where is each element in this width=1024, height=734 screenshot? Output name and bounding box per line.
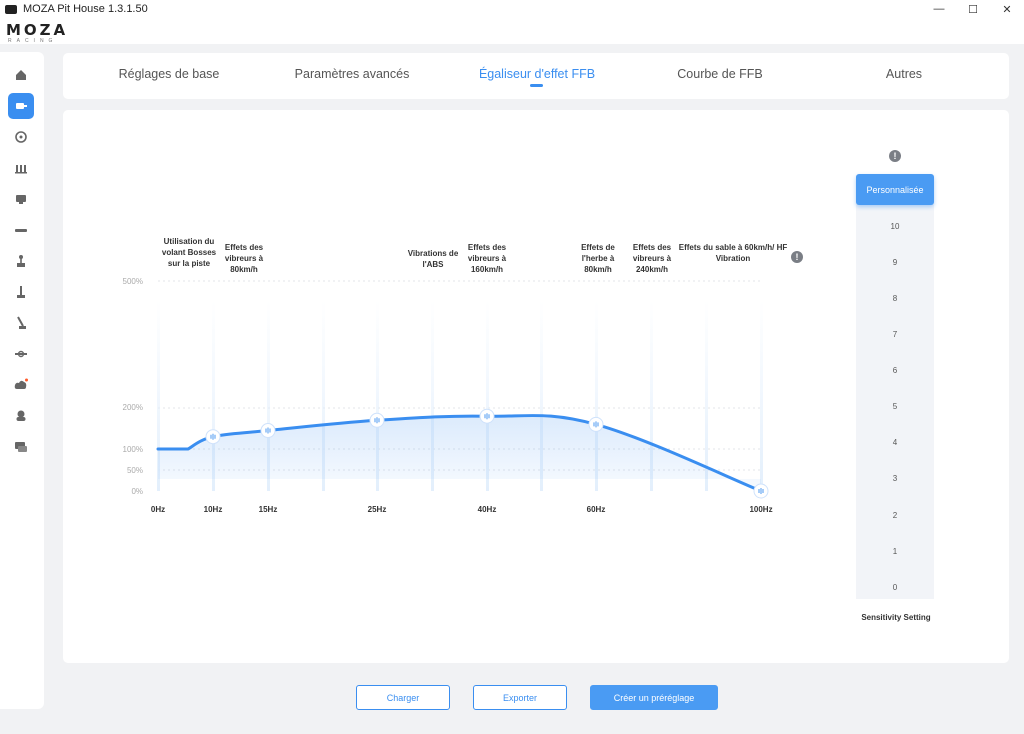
sensitivity-level[interactable]: 9 — [892, 258, 898, 267]
effect-label: Utilisation du volant Bosses sur la pist… — [161, 237, 217, 268]
x-tick-label: 15Hz — [258, 505, 278, 514]
tab-ffb-equalizer[interactable]: Égaliseur d'effet FFB — [478, 67, 596, 81]
sensitivity-level[interactable]: 2 — [892, 511, 898, 520]
preset-custom-button[interactable]: Personnalisée — [856, 174, 934, 205]
cloud-update-icon[interactable] — [8, 372, 34, 398]
x-tick-label: 60Hz — [586, 505, 606, 514]
sensitivity-slider[interactable] — [856, 200, 934, 599]
effect-label: Effets des vibreurs à 240km/h — [632, 243, 672, 274]
band-column — [157, 300, 160, 491]
sensitivity-level[interactable]: 7 — [892, 330, 898, 339]
home-icon[interactable] — [8, 62, 34, 88]
equalizer-panel — [63, 110, 1009, 663]
y-tick-label: 50% — [126, 466, 143, 475]
y-tick-label: 100% — [122, 445, 143, 454]
x-tick-label: 40Hz — [477, 505, 497, 514]
band-column — [595, 300, 598, 491]
user-icon[interactable] — [8, 403, 34, 429]
band-column — [540, 300, 543, 491]
y-tick-label: 200% — [122, 403, 143, 412]
effect-label: Effets de l'herbe à 80km/h — [581, 243, 615, 274]
sensitivity-level[interactable]: 0 — [892, 583, 898, 592]
band-column — [267, 300, 270, 491]
sensitivity-info-icon[interactable]: ! — [889, 150, 901, 162]
band-column — [486, 300, 489, 491]
equalizer-info-icon[interactable]: ! — [791, 251, 803, 263]
effect-label: Vibrations de l'ABS — [407, 249, 459, 269]
y-tick-label: 500% — [122, 277, 143, 286]
window-title: MOZA Pit House 1.3.1.50 — [23, 3, 148, 15]
band-column — [322, 300, 325, 491]
tab-ffb-curve[interactable]: Courbe de FFB — [677, 67, 763, 81]
response-area — [158, 415, 761, 491]
led-bar-icon[interactable] — [8, 217, 34, 243]
support-chat-icon[interactable] — [8, 434, 34, 460]
title-bar: MOZA Pit House 1.3.1.50 — ☐ ✕ — [0, 0, 1024, 18]
band-column — [705, 300, 708, 491]
active-tab-indicator — [530, 84, 543, 87]
tab-others[interactable]: Autres — [885, 67, 923, 81]
x-tick-label: 100Hz — [749, 505, 773, 514]
eq-handle[interactable] — [479, 408, 495, 424]
sensitivity-level[interactable]: 4 — [892, 438, 898, 447]
tab-bar: Réglages de base Paramètres avancés Égal… — [63, 53, 1009, 99]
tab-basic-settings[interactable]: Réglages de base — [118, 67, 220, 81]
eq-handle[interactable] — [369, 412, 385, 428]
band-column — [760, 300, 763, 491]
logo-tagline: RACING — [8, 38, 58, 44]
eq-handle[interactable] — [260, 423, 276, 439]
x-tick-label: 25Hz — [367, 505, 387, 514]
close-button[interactable]: ✕ — [1002, 3, 1012, 16]
moza-logo: MOZA — [6, 21, 69, 39]
sensitivity-level[interactable]: 8 — [892, 294, 898, 303]
band-column — [212, 300, 215, 491]
eq-handle[interactable] — [588, 416, 604, 432]
sidebar — [0, 52, 44, 709]
y-tick-label: 0% — [131, 487, 143, 496]
sensitivity-level[interactable]: 3 — [892, 474, 898, 483]
minimize-button[interactable]: — — [933, 3, 945, 15]
x-tick-label: 10Hz — [203, 505, 223, 514]
sensitivity-level[interactable]: 5 — [892, 402, 898, 411]
tab-advanced-settings[interactable]: Paramètres avancés — [294, 67, 410, 81]
maximize-button[interactable]: ☐ — [968, 3, 978, 16]
effect-label: Effets des vibreurs à 160km/h — [467, 243, 507, 274]
sensitivity-level[interactable]: 10 — [890, 222, 900, 231]
effect-label: Effets des vibreurs à 80km/h — [224, 243, 264, 274]
handbrake-lever-icon[interactable] — [8, 310, 34, 336]
sensitivity-setting-label: Sensitivity Setting — [861, 613, 931, 622]
handbrake-icon[interactable] — [8, 279, 34, 305]
band-column — [431, 300, 434, 491]
x-tick-label: 0Hz — [150, 505, 166, 514]
band-column — [376, 300, 379, 491]
wheelbase-icon[interactable] — [8, 93, 34, 119]
eq-handle[interactable] — [753, 483, 769, 499]
app-icon — [5, 4, 17, 14]
sensitivity-level[interactable]: 1 — [892, 547, 898, 556]
shifter-icon[interactable] — [8, 248, 34, 274]
band-column — [650, 300, 653, 491]
create-preset-button[interactable]: Créer un préréglage — [590, 685, 718, 710]
eq-handle[interactable] — [205, 429, 221, 445]
export-button[interactable]: Exporter — [473, 685, 567, 710]
steering-wheel-icon[interactable] — [8, 124, 34, 150]
hub-icon[interactable] — [8, 341, 34, 367]
effect-label: Effets du sable à 60km/h/ HF Vibration — [678, 243, 788, 263]
sensitivity-level[interactable]: 6 — [892, 366, 898, 375]
dashboard-icon[interactable] — [8, 186, 34, 212]
brand-bar: MOZA RACING — [0, 18, 1024, 44]
load-button[interactable]: Charger — [356, 685, 450, 710]
pedals-icon[interactable] — [8, 155, 34, 181]
